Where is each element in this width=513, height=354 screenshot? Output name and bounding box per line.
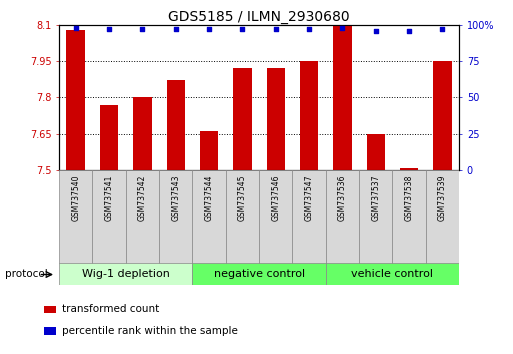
Bar xyxy=(126,170,159,264)
Bar xyxy=(59,263,192,285)
Point xyxy=(105,26,113,32)
Bar xyxy=(259,170,292,264)
Bar xyxy=(233,68,251,170)
Point xyxy=(238,26,246,32)
Text: GSM737537: GSM737537 xyxy=(371,175,380,221)
Text: percentile rank within the sample: percentile rank within the sample xyxy=(62,326,238,336)
Point xyxy=(271,26,280,32)
Text: GSM737544: GSM737544 xyxy=(205,175,213,221)
Bar xyxy=(292,170,326,264)
Text: GSM737545: GSM737545 xyxy=(238,175,247,221)
Bar xyxy=(133,97,151,170)
Point xyxy=(438,26,446,32)
Point xyxy=(338,25,346,30)
Text: GSM737538: GSM737538 xyxy=(405,175,413,221)
Bar xyxy=(400,167,418,170)
Bar xyxy=(367,133,385,170)
Text: GSM737536: GSM737536 xyxy=(338,175,347,221)
Point xyxy=(138,26,146,32)
Bar xyxy=(433,61,451,170)
Text: vehicle control: vehicle control xyxy=(351,269,433,279)
Bar xyxy=(59,170,92,264)
Bar xyxy=(300,61,318,170)
Bar xyxy=(267,68,285,170)
Bar xyxy=(92,170,126,264)
Point xyxy=(371,28,380,33)
Bar xyxy=(167,80,185,170)
Bar xyxy=(192,263,326,285)
Point xyxy=(405,28,413,33)
Bar xyxy=(200,131,218,170)
Point xyxy=(305,26,313,32)
Bar xyxy=(392,170,426,264)
Text: GSM737547: GSM737547 xyxy=(305,175,313,221)
Point xyxy=(71,25,80,30)
Text: transformed count: transformed count xyxy=(62,304,159,314)
Bar xyxy=(226,170,259,264)
Text: GSM737540: GSM737540 xyxy=(71,175,80,221)
Text: GSM737546: GSM737546 xyxy=(271,175,280,221)
Bar xyxy=(333,25,351,170)
Bar xyxy=(67,30,85,170)
Point xyxy=(205,26,213,32)
Text: GSM737543: GSM737543 xyxy=(171,175,180,221)
Text: GSM737539: GSM737539 xyxy=(438,175,447,221)
Bar xyxy=(326,263,459,285)
Bar xyxy=(159,170,192,264)
Text: negative control: negative control xyxy=(213,269,305,279)
Text: Wig-1 depletion: Wig-1 depletion xyxy=(82,269,170,279)
Point xyxy=(171,26,180,32)
Bar xyxy=(100,104,118,170)
Bar xyxy=(326,170,359,264)
Title: GDS5185 / ILMN_2930680: GDS5185 / ILMN_2930680 xyxy=(168,10,350,24)
Bar xyxy=(426,170,459,264)
Text: GSM737542: GSM737542 xyxy=(138,175,147,221)
Bar xyxy=(359,170,392,264)
Bar xyxy=(192,170,226,264)
Text: GSM737541: GSM737541 xyxy=(105,175,113,221)
Text: protocol: protocol xyxy=(5,269,48,279)
